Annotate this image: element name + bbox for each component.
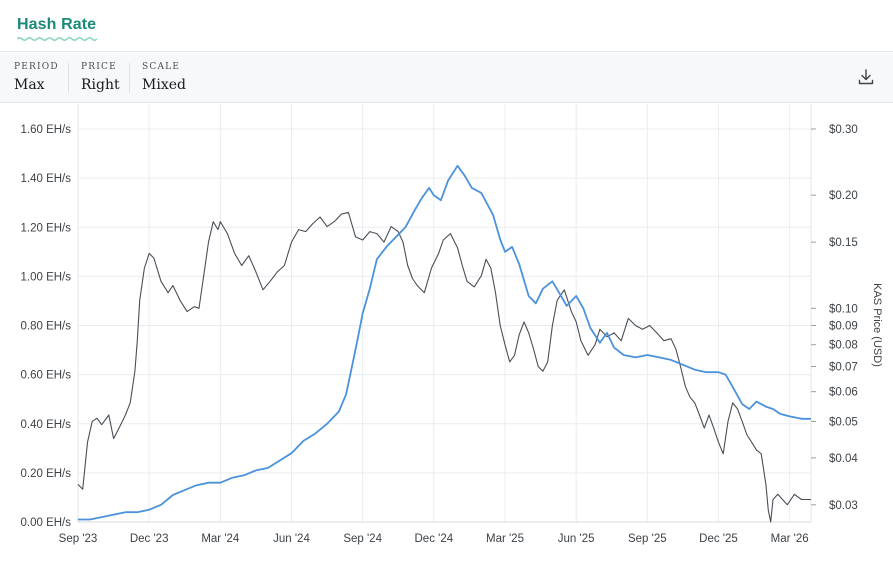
x-tick-label: Jun '25 xyxy=(558,533,595,545)
x-tick-label: Mar '26 xyxy=(771,533,809,545)
y2-tick-label: $0.06 xyxy=(829,387,858,399)
y-tick-label: 0.60 EH/s xyxy=(21,370,72,382)
y-tick-label: 1.40 EH/s xyxy=(21,173,72,185)
download-icon[interactable] xyxy=(857,68,875,86)
y2-tick-label: $0.20 xyxy=(829,190,858,202)
control-divider xyxy=(68,63,69,93)
scale-selector[interactable]: SCALE Mixed xyxy=(142,62,186,93)
x-tick-label: Sep '23 xyxy=(59,533,98,545)
x-tick-label: Jun '24 xyxy=(273,533,310,545)
y2-tick-label: $0.04 xyxy=(829,453,858,465)
wave-underline-icon xyxy=(17,37,97,41)
plot-frame xyxy=(77,104,812,523)
y-tick-label: 0.20 EH/s xyxy=(21,468,72,480)
x-tick-label: Dec '24 xyxy=(415,533,454,545)
price-value: Right xyxy=(81,77,120,93)
left-axis-ticks: 0.00 EH/s 0.20 EH/s 0.40 EH/s 0.60 EH/s 0.80… xyxy=(21,124,72,529)
x-axis-ticks: Sep '23 Dec '23 Mar '24 Jun '24 Sep '24 Dec '… xyxy=(59,533,809,545)
y2-tick-label: $0.07 xyxy=(829,362,858,374)
chart-controls: PERIOD Max PRICE Right SCALE Mixed xyxy=(0,53,893,103)
y-tick-label: 1.20 EH/s xyxy=(21,222,72,234)
y2-tick-label: $0.05 xyxy=(829,416,858,428)
y2-tick-label: $0.15 xyxy=(829,237,858,249)
scale-label: SCALE xyxy=(142,62,181,72)
right-axis-title: KAS Price (USD) xyxy=(871,283,883,367)
price-selector[interactable]: PRICE Right xyxy=(81,62,120,93)
y2-tick-label: $0.09 xyxy=(829,321,858,333)
y-tick-label: 0.00 EH/s xyxy=(21,517,72,529)
hash-rate-chart: 0.00 EH/s 0.20 EH/s 0.40 EH/s 0.60 EH/s 0.80… xyxy=(21,104,883,545)
y2-tick-label: $0.10 xyxy=(829,303,858,315)
y-tick-label: 1.00 EH/s xyxy=(21,271,72,283)
period-label: PERIOD xyxy=(14,62,59,72)
y-tick-label: 0.80 EH/s xyxy=(21,321,72,333)
x-tick-label: Sep '25 xyxy=(628,533,667,545)
x-tick-label: Sep '24 xyxy=(343,533,382,545)
y2-tick-label: $0.30 xyxy=(829,124,858,136)
grid xyxy=(78,104,811,522)
period-selector[interactable]: PERIOD Max xyxy=(14,62,59,93)
x-tick-label: Dec '23 xyxy=(130,533,169,545)
y2-tick-label: $0.08 xyxy=(829,340,858,352)
x-tick-label: Mar '25 xyxy=(486,533,524,545)
price-series-line xyxy=(77,211,811,523)
period-value: Max xyxy=(14,77,45,93)
control-divider xyxy=(129,63,130,93)
hashrate-series-line xyxy=(78,164,811,521)
price-label: PRICE xyxy=(81,62,117,72)
page-title: Hash Rate xyxy=(17,16,97,33)
series-lines xyxy=(77,164,811,523)
x-tick-label: Dec '25 xyxy=(699,533,738,545)
y-tick-label: 0.40 EH/s xyxy=(21,419,72,431)
y-tick-label: 1.60 EH/s xyxy=(21,124,72,136)
x-tick-label: Mar '24 xyxy=(201,533,240,545)
card-header: Hash Rate xyxy=(0,0,893,52)
right-axis-ticks: $0.03 $0.04 $0.05 $0.06 $0.07 $0.08 $0.09 $0.10… xyxy=(811,124,858,512)
scale-value: Mixed xyxy=(142,77,186,93)
y2-tick-label: $0.03 xyxy=(829,500,858,512)
